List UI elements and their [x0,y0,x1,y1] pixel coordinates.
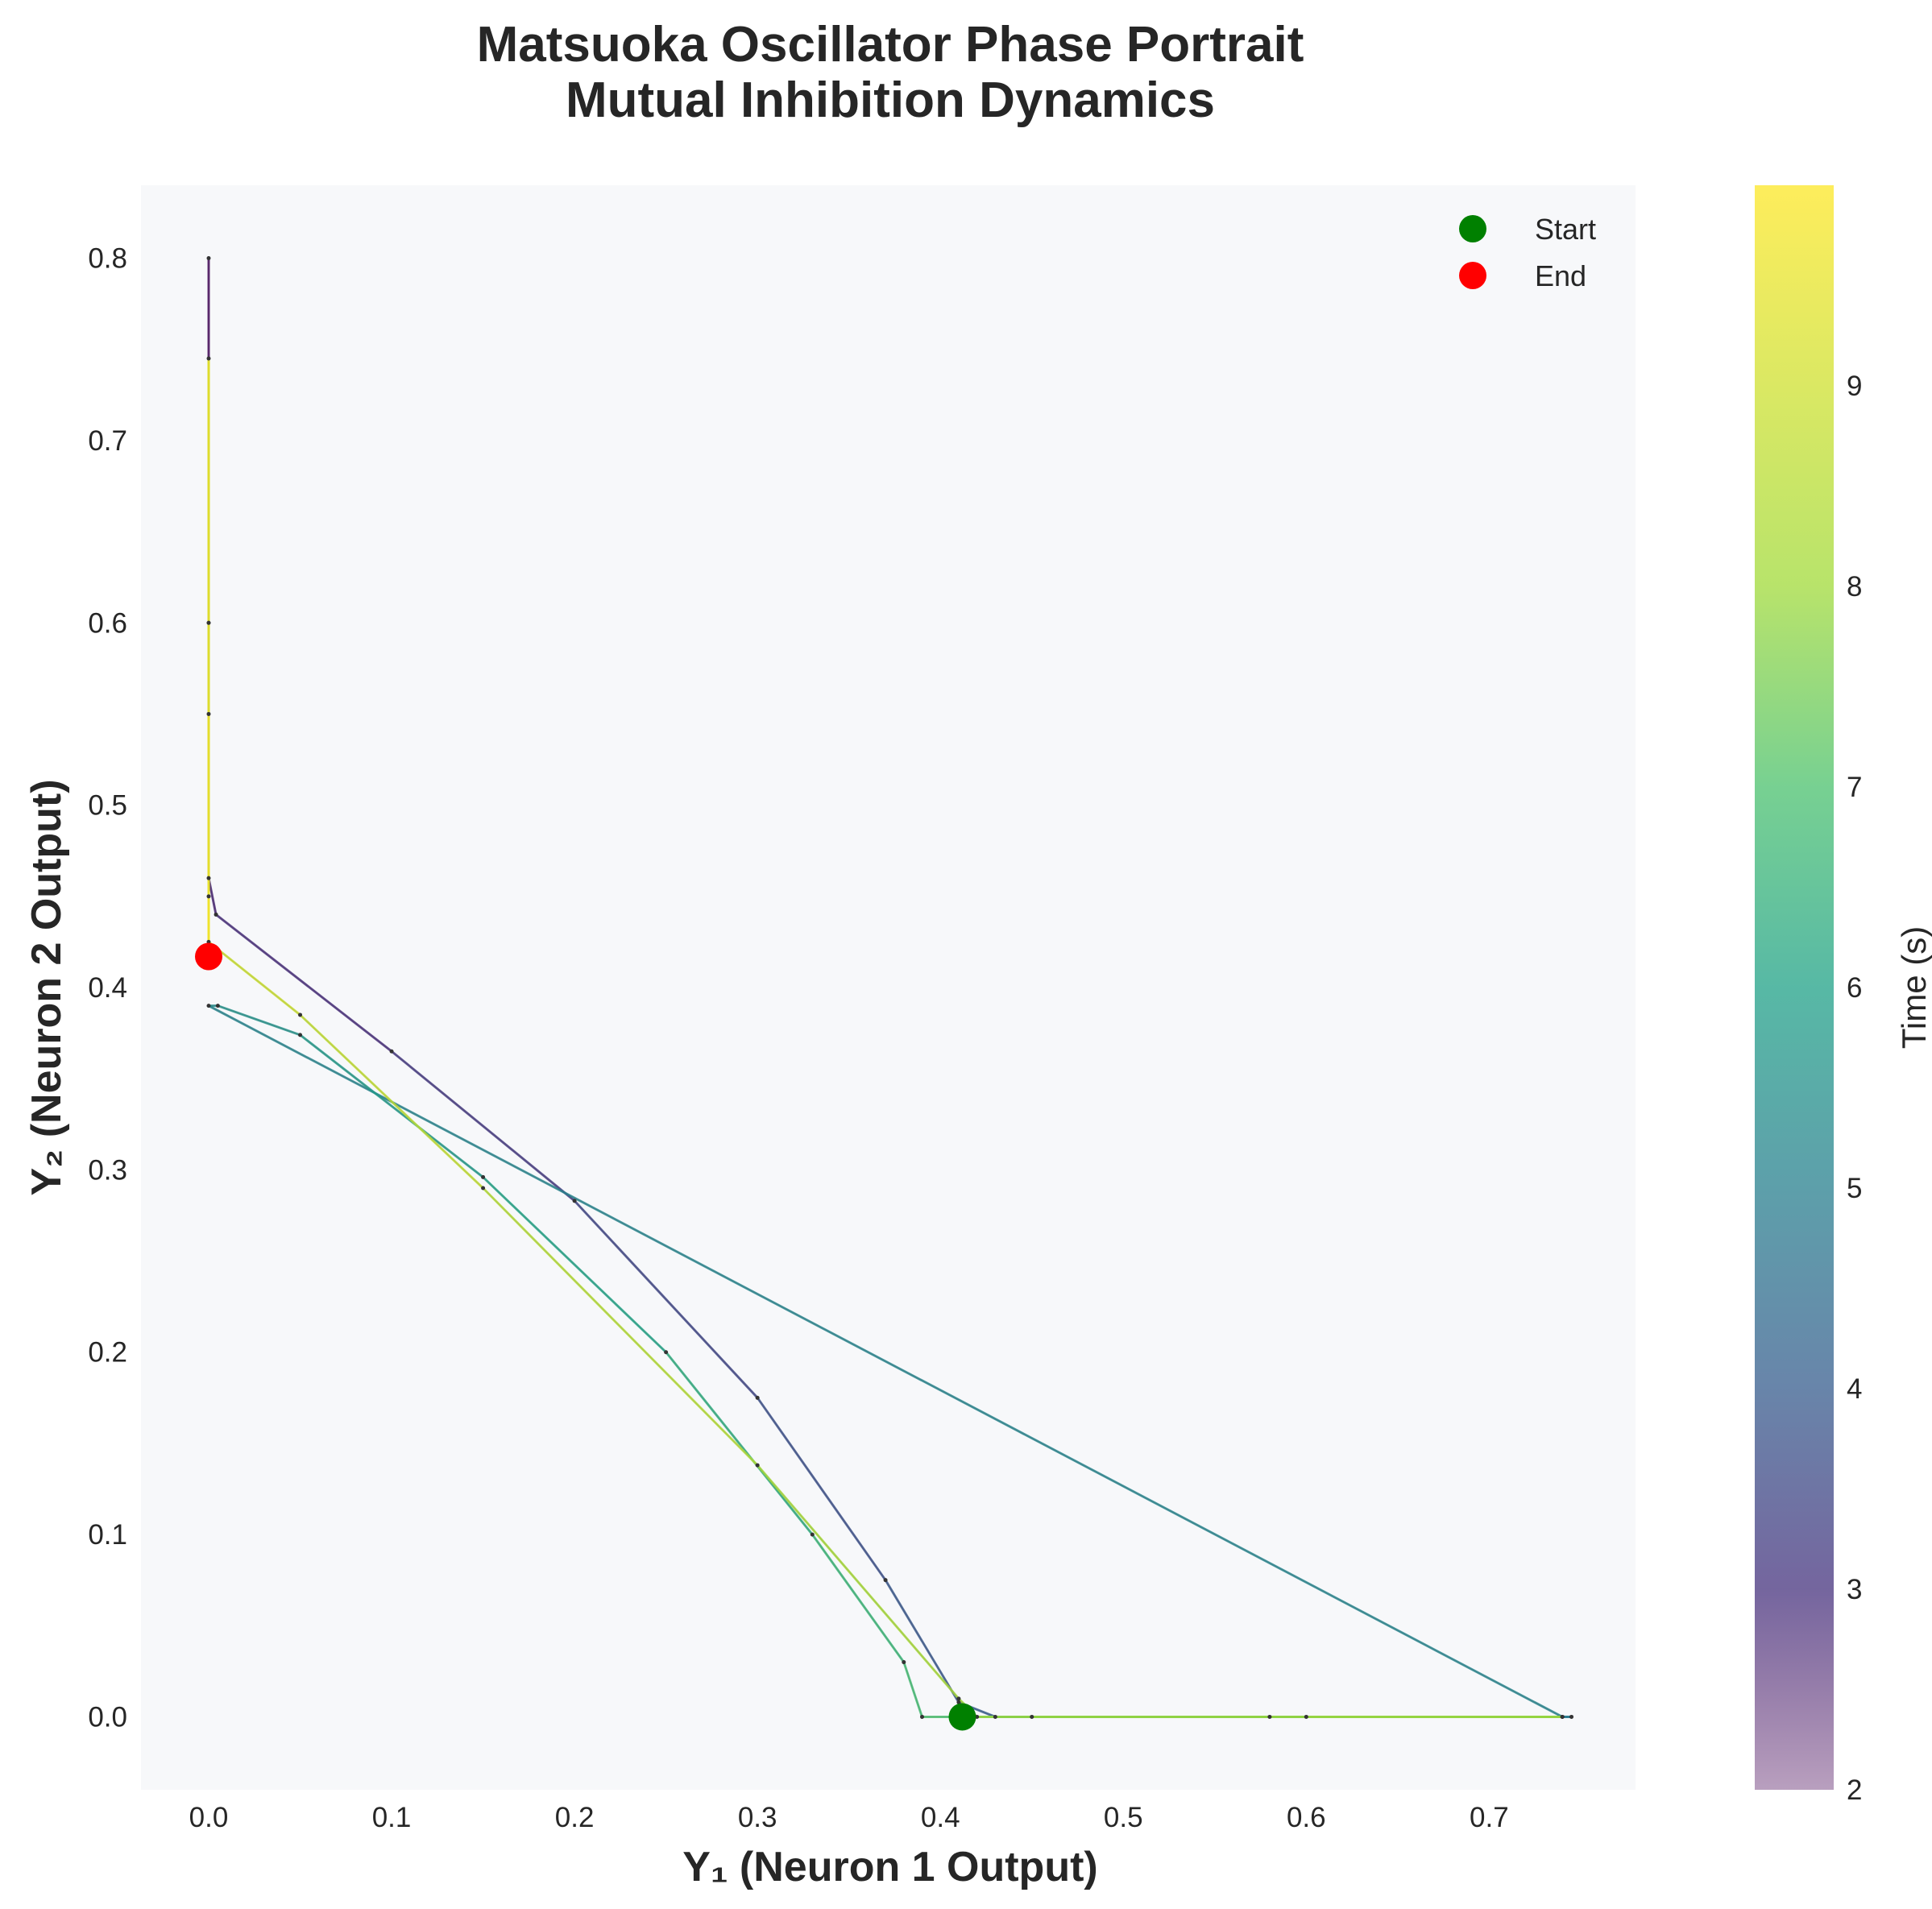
trajectory-segment [208,941,301,1017]
colorbar-tick-label: 2 [1847,1774,1862,1806]
trajectory-segment [215,913,392,1053]
y-tick-label: 0.8 [88,243,127,275]
y-tick-label: 0.7 [88,425,127,457]
trajectory-segment [757,1464,960,1700]
x-tick-label: 0.2 [555,1802,595,1833]
trajectory-segment [756,1397,887,1581]
trajectory-point [389,1049,394,1054]
trajectory-point [956,1700,961,1704]
trajectory-point [298,1012,303,1017]
trajectory-segment [482,1186,759,1467]
colorbar-tick-label: 7 [1847,772,1862,803]
y-tick-label: 0.5 [88,790,127,822]
trajectory-point [993,1714,997,1719]
trajectory-point [956,1696,961,1701]
trajectory-segment [299,1033,484,1178]
x-tick-label: 0.5 [1104,1802,1143,1833]
y-tick-label: 0.3 [88,1154,127,1186]
trajectory-segment [208,1004,1563,1718]
trajectory-point [1569,1714,1574,1719]
y-tick-label: 0.0 [88,1701,127,1733]
trajectory-point [206,1004,211,1008]
colorbar-tick-label: 4 [1847,1373,1862,1405]
trajectory-point [1304,1714,1308,1719]
x-tick-label: 0.0 [189,1802,229,1833]
y-tick-label: 0.4 [88,972,127,1004]
legend: Start End [1459,213,1596,292]
x-tick-label: 0.3 [738,1802,777,1833]
trajectory-point [481,1174,486,1179]
trajectory-segment [574,1199,759,1399]
trajectory-point [755,1395,760,1400]
x-tick-label: 0.4 [921,1802,960,1833]
legend-start-label: Start [1535,213,1596,246]
trajectory-segment [217,1004,301,1037]
trajectory-segment [207,877,218,915]
trajectory-segment [665,1351,814,1536]
trajectory-point [214,912,218,917]
legend-end-label: End [1535,259,1586,292]
trajectory-point [1267,1714,1272,1719]
markers [195,942,976,1731]
trajectory [206,256,1574,1719]
x-tick-label: 0.7 [1470,1802,1509,1833]
trajectory-point [215,1004,220,1008]
legend-start-marker [1459,215,1486,242]
trajectory-segment [811,1534,906,1663]
chart-title-line-2: Mutual Inhibition Dynamics [566,72,1215,128]
y-tick-label: 0.2 [88,1337,127,1369]
colorbar [1755,185,1834,1790]
trajectory-segment [902,1662,923,1717]
x-tick-label: 0.1 [372,1802,412,1833]
trajectory-point [572,1199,577,1203]
trajectory-segment [391,1050,576,1203]
legend-end-marker [1459,262,1486,289]
colorbar-tick-label: 5 [1847,1173,1862,1204]
trajectory-point [1030,1714,1034,1719]
trajectory-point [664,1350,669,1355]
trajectory-segment [299,1013,484,1190]
plot-area [141,185,1636,1790]
colorbar-tick-label: 3 [1847,1574,1862,1605]
trajectory-point [902,1660,906,1665]
trajectory-point [1560,1714,1565,1719]
colorbar-tick-label: 8 [1847,571,1862,603]
colorbar-label: Time (s) [1895,926,1932,1049]
start-marker [948,1703,976,1731]
colorbar-tick-label: 9 [1847,371,1862,402]
trajectory-segment [482,1176,667,1353]
trajectory-point [810,1532,815,1537]
trajectory-point [206,711,211,716]
trajectory-point [755,1463,760,1468]
trajectory-point [206,356,211,361]
y-axis-label: Y₂ (Neuron 2 Output) [23,779,70,1195]
trajectory-point [206,620,211,625]
trajectory-point [206,256,211,261]
x-axis-ticks: 0.0 0.1 0.2 0.3 0.4 0.5 0.6 0.7 [189,1802,1509,1833]
chart-title-line-1: Matsuoka Oscillator Phase Portrait [477,17,1304,72]
trajectory-point [298,1033,303,1037]
trajectory-segment [884,1579,960,1704]
y-tick-label: 0.6 [88,607,127,639]
trajectory-point [481,1186,486,1191]
end-marker [195,942,223,971]
trajectory-point [883,1578,888,1583]
y-axis-ticks: 0.0 0.1 0.2 0.3 0.4 0.5 0.6 0.7 0.8 [88,243,127,1733]
y-tick-label: 0.1 [88,1519,127,1551]
trajectory-point [206,876,211,880]
colorbar-ticks: 2 3 4 5 6 7 8 9 [1847,371,1862,1806]
colorbar-tick-label: 6 [1847,972,1862,1004]
trajectory-point [920,1714,925,1719]
trajectory-point [206,894,211,899]
x-tick-label: 0.6 [1287,1802,1326,1833]
x-axis-label: Y₁ (Neuron 1 Output) [682,1844,1097,1890]
